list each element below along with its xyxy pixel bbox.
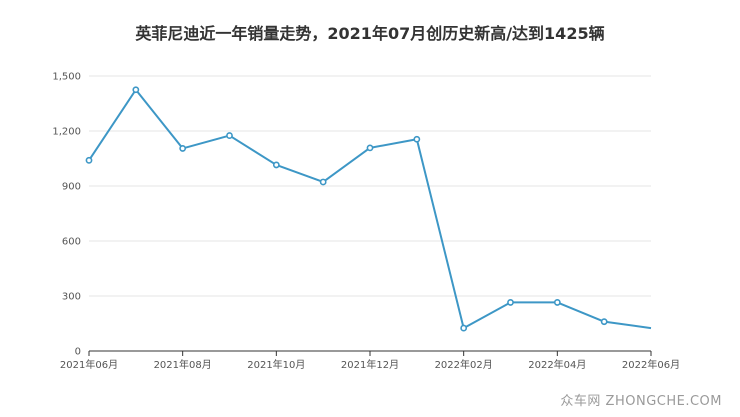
axes: [88, 350, 652, 356]
x-tick-label: 2021年08月: [154, 358, 212, 371]
x-tick-label: 2021年06月: [60, 358, 118, 371]
series-line: [88, 88, 652, 330]
x-tick-label: 2022年06月: [622, 358, 680, 371]
data-point: [272, 161, 280, 169]
data-point: [319, 178, 327, 186]
y-tick-label: 300: [62, 292, 81, 303]
y-tick-label: 0: [75, 347, 81, 358]
watermark: 众车网 ZHONGCHE.COM: [560, 394, 722, 409]
data-point: [413, 135, 421, 143]
data-point: [600, 318, 608, 326]
data-point: [507, 299, 514, 306]
x-tick-label: 2021年12月: [341, 358, 399, 371]
x-tick-label: 2022年04月: [528, 358, 586, 371]
data-point: [553, 299, 561, 306]
data-point: [226, 132, 233, 139]
y-tick-label: 600: [62, 237, 81, 248]
y-tick-label: 900: [62, 182, 81, 193]
x-tick-label: 2021年10月: [247, 358, 305, 371]
chart-title: 英菲尼迪近一年销量走势，2021年07月创历史新高/达到1425辆: [135, 24, 605, 43]
grid-lines: [89, 75, 651, 297]
y-tick-label: 1,200: [52, 127, 81, 138]
data-point: [366, 144, 374, 152]
data-point: [132, 86, 140, 94]
data-point: [460, 324, 468, 332]
data-point: [179, 145, 187, 152]
y-tick-label: 1,500: [52, 72, 81, 83]
y-tick-labels: 0 300 600 900 1,200 1,500: [52, 72, 81, 358]
data-point: [85, 156, 93, 164]
series-layer: [85, 86, 652, 332]
x-tick-labels: 2021年06月 2021年08月 2021年10月 2021年12月 2022年02月…: [60, 358, 680, 371]
x-tick-label: 2022年02月: [435, 358, 493, 371]
